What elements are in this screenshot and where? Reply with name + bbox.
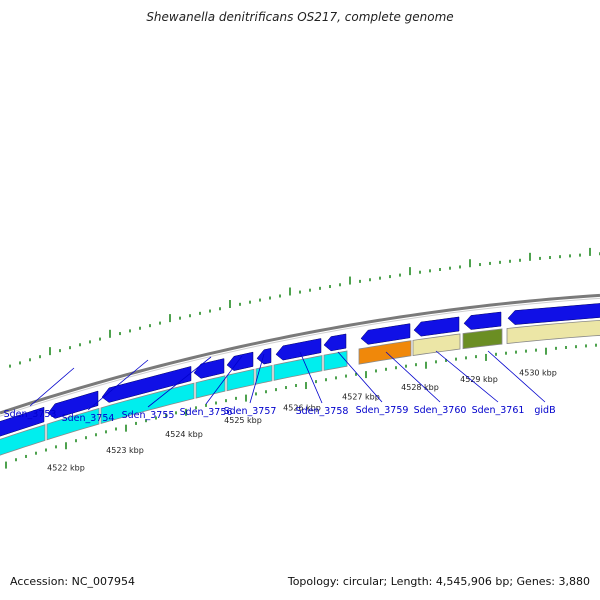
gene-label[interactable]: gidB [534, 405, 555, 416]
backbone-shadow [0, 297, 600, 417]
reverse-gene-block [0, 424, 46, 456]
gene-label[interactable]: Sden_3761 [472, 405, 525, 416]
gc-skew-track [9, 247, 600, 368]
gene-leader-line [87, 359, 149, 411]
forward-gene-arrow [47, 390, 99, 419]
forward-gene-arrow [323, 333, 347, 352]
reverse-gene-block [506, 319, 600, 344]
gene-leader-line [249, 353, 265, 404]
kbp-label: 4529 kbp [460, 375, 498, 384]
kbp-label: 4527 kbp [342, 392, 380, 401]
kbp-label: 4525 kbp [224, 416, 262, 425]
gene-label[interactable]: Sden_3753 [4, 409, 57, 420]
reverse-strand-track [0, 319, 600, 456]
reverse-gene-block [46, 407, 100, 441]
forward-gene-arrow [193, 358, 225, 379]
forward-gene-arrow [101, 366, 192, 403]
gene-leader-line [147, 356, 212, 408]
reverse-gene-block [323, 350, 348, 371]
kbp-label: 4526 kbp [283, 403, 321, 412]
gc-content-track [5, 343, 597, 469]
forward-gene-arrow [413, 316, 460, 337]
gene-label[interactable]: Sden_3759 [356, 405, 409, 416]
forward-strand-track [0, 303, 600, 437]
reverse-gene-block [462, 328, 503, 350]
gene-leader-line [487, 350, 546, 403]
gene-label[interactable]: Sden_3757 [224, 406, 277, 417]
kbp-label: 4530 kbp [519, 369, 557, 378]
forward-gene-arrow [463, 311, 502, 330]
reverse-gene-block [226, 368, 255, 392]
genome-backbone [0, 293, 600, 417]
forward-gene-arrow [275, 338, 322, 361]
map-title: Shewanella denitrificans OS217, complete… [146, 10, 454, 24]
gene-leader-line [205, 355, 243, 405]
gene-labels: Sden_3753 Sden_3754 Sden_3755 Sden_3756Sden… [4, 350, 556, 424]
reverse-gene-block [100, 382, 195, 424]
reverse-gene-block [273, 355, 323, 381]
backbone-line [0, 293, 600, 415]
reverse-gene-block [195, 375, 226, 399]
gene-label[interactable]: Sden_3758 [296, 406, 349, 417]
gene-label[interactable]: Sden_3756 [180, 407, 233, 418]
reverse-gene-block [358, 340, 412, 365]
gene-label[interactable]: Sden_3760 [414, 405, 467, 416]
kbp-label: 4523 kbp [106, 446, 144, 455]
forward-gene-arrow [507, 303, 600, 325]
gene-label[interactable]: Sden_3755 [122, 410, 175, 421]
gene-leader-line [385, 351, 441, 403]
reverse-gene-block [412, 333, 461, 357]
forward-gene-arrow [360, 323, 411, 345]
reverse-gene-block [255, 364, 273, 385]
gene-leader-line [299, 351, 323, 404]
kbp-scale: 4522 kbp 4523 kbp 4524 kbp 4525 kbp 4526 kbp… [47, 369, 557, 473]
kbp-label: 4522 kbp [47, 464, 85, 473]
forward-gene-arrow [226, 351, 254, 371]
forward-gene-arrow [256, 347, 272, 365]
accession-text: Accession: NC_007954 [10, 575, 136, 588]
gene-leader-line [29, 367, 75, 407]
forward-gene-arrow [0, 406, 45, 437]
kbp-label: 4528 kbp [401, 383, 439, 392]
kbp-label: 4524 kbp [165, 430, 203, 439]
gene-leader-line [337, 351, 383, 403]
gene-leader-line [435, 350, 499, 403]
genome-stats-text: Topology: circular; Length: 4,545,906 bp… [287, 575, 590, 588]
gene-label[interactable]: Sden_3754 [62, 413, 115, 424]
